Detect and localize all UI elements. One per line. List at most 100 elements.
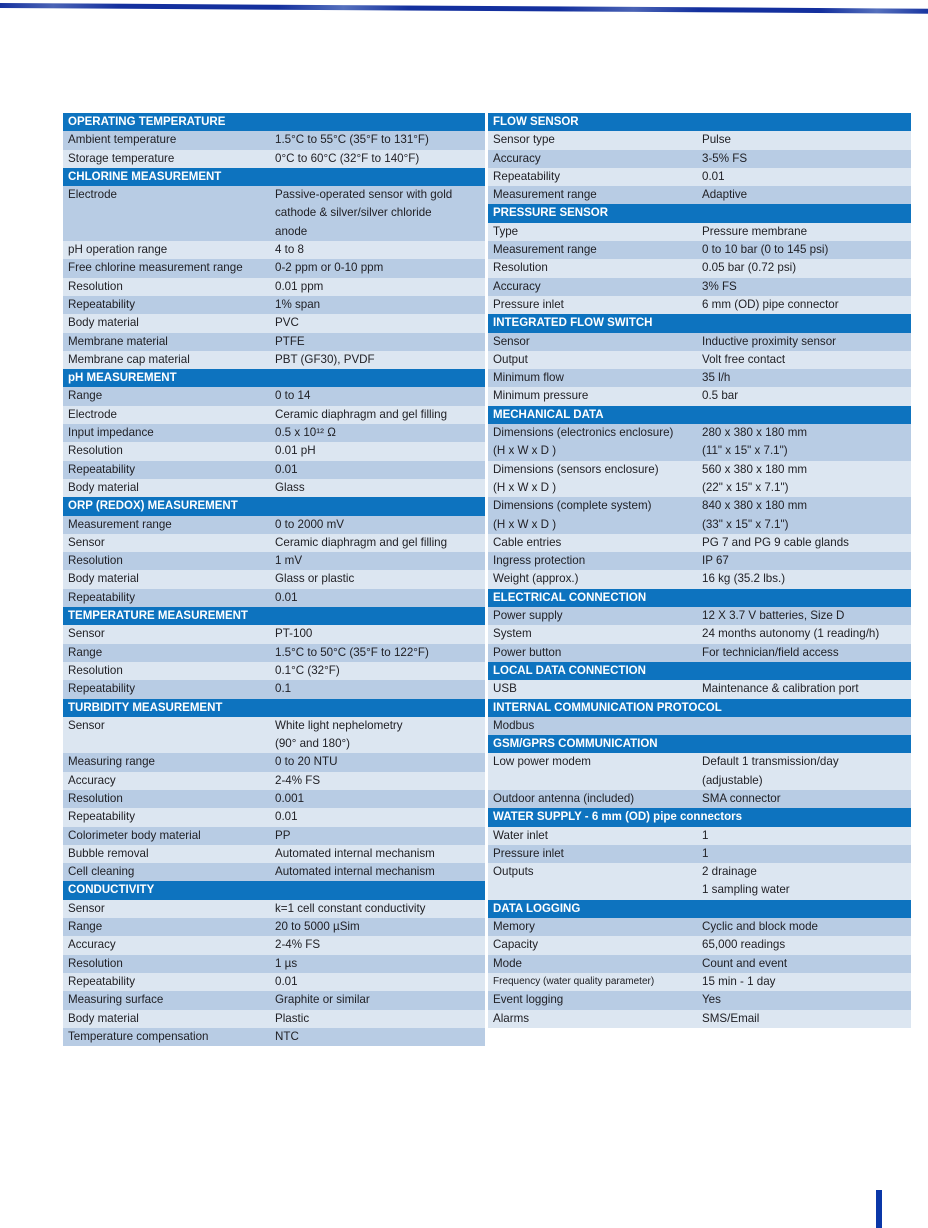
spec-value: 0.1 xyxy=(275,682,292,696)
spec-label: Capacity xyxy=(493,938,539,952)
spec-row: Resolution 1 µs xyxy=(63,954,485,973)
spec-row: Resolution 0.05 bar (0.72 psi) xyxy=(488,259,911,278)
spec-label: Resolution xyxy=(68,444,123,458)
spec-value: 0 to 20 NTU xyxy=(275,755,338,769)
spec-row: Body material Glass or plastic xyxy=(63,570,485,589)
spec-value: 2-4% FS xyxy=(275,938,321,952)
spec-row: Repeatability 1% span xyxy=(63,295,485,315)
spec-label: Repeatability xyxy=(68,974,136,988)
spec-row: Body material Plastic xyxy=(63,1009,485,1028)
spec-value: 24 months autonomy (1 reading/h) xyxy=(702,627,880,641)
spec-label: Pressure inlet xyxy=(493,297,564,311)
spec-label: Temperature compensation xyxy=(68,1029,209,1043)
spec-value: Graphite or similar xyxy=(275,993,370,1007)
spec-value: Plastic xyxy=(275,1011,310,1025)
spec-label: Low power modem xyxy=(493,755,591,769)
section-header: PRESSURE SENSOR xyxy=(488,204,911,223)
spec-label: Memory xyxy=(493,920,535,934)
spec-label: Electrode xyxy=(68,407,117,421)
section-header: ELECTRICAL CONNECTION xyxy=(488,588,911,608)
spec-row: Range 1.5°C to 50°C (35°F to 122°F) xyxy=(63,643,485,662)
spec-label: Sensor xyxy=(68,901,105,915)
spec-value: Inductive proximity sensor xyxy=(702,334,837,348)
spec-row: Repeatability 0.01 xyxy=(63,972,485,992)
spec-row: Body material PVC xyxy=(63,314,485,333)
spec-label: Body material xyxy=(68,316,139,330)
spec-value: 0.01 xyxy=(702,169,725,183)
spec-label: Resolution xyxy=(68,791,123,805)
spec-value xyxy=(700,717,911,735)
spec-value: 2-4% FS xyxy=(275,773,321,787)
spec-row: Repeatability 0.01 xyxy=(63,808,485,827)
spec-row: Measurement range 0 to 10 bar (0 to 145 p… xyxy=(488,241,911,260)
spec-row: Weight (approx.) 16 kg (35.2 lbs.) xyxy=(488,570,911,589)
spec-row: Electrode Ceramic diaphragm and gel filli… xyxy=(63,405,485,425)
spec-row: Minimum pressure 0.5 bar xyxy=(488,387,911,406)
spec-value: 0.5 bar xyxy=(702,389,739,403)
spec-label: Repeatability xyxy=(68,682,136,696)
spec-label: Body material xyxy=(68,1011,139,1025)
spec-value: Passive-operated sensor with gold cathod… xyxy=(275,188,453,238)
spec-label: pH operation range xyxy=(68,243,168,257)
spec-value: 16 kg (35.2 lbs.) xyxy=(702,572,786,586)
spec-label: Input impedance xyxy=(68,426,154,440)
spec-value: PTFE xyxy=(275,334,305,348)
spec-row: Sensor k=1 cell constant conductivity xyxy=(63,899,485,919)
spec-label: Membrane material xyxy=(68,334,168,348)
spec-value: 6 mm (OD) pipe connector xyxy=(702,297,839,311)
spec-row: Membrane cap material PBT (GF30), PVDF xyxy=(63,350,485,370)
spec-value: IP 67 xyxy=(702,554,729,568)
spec-row: Measurement range 0 to 2000 mV xyxy=(63,515,485,534)
spec-value: Count and event xyxy=(702,956,788,970)
spec-label: Electrode xyxy=(68,188,117,202)
spec-row: Input impedance 0.5 x 10¹² Ω xyxy=(63,424,485,443)
spec-label: Power button xyxy=(493,645,562,659)
spec-value: 1 mV xyxy=(275,554,303,568)
spec-row: Modbus xyxy=(488,716,911,736)
spec-value: Adaptive xyxy=(702,188,748,202)
spec-label: Colorimeter body material xyxy=(68,828,201,842)
section-header: pH MEASUREMENT xyxy=(63,369,485,388)
spec-value: Volt free contact xyxy=(702,352,786,366)
spec-value: 12 X 3.7 V batteries, Size D xyxy=(702,609,845,623)
section-header: INTERNAL COMMUNICATION PROTOCOL xyxy=(488,698,911,717)
section-header: MECHANICAL DATA xyxy=(488,405,911,425)
spec-row: System 24 months autonomy (1 reading/h) xyxy=(488,625,911,644)
spec-value: 1% span xyxy=(275,297,321,311)
spec-value: 0 to 10 bar (0 to 145 psi) xyxy=(702,243,829,257)
spec-value: 0.01 xyxy=(275,974,298,988)
spec-value: 15 min - 1 day xyxy=(702,974,776,988)
spec-value: Automated internal mechanism xyxy=(275,865,435,879)
spec-label: Type xyxy=(493,224,519,238)
spec-label: System xyxy=(493,627,532,641)
spec-label: Ambient temperature xyxy=(68,133,177,147)
spec-label: Body material xyxy=(68,572,139,586)
spec-row: Range 0 to 14 xyxy=(63,387,485,406)
spec-label: Accuracy xyxy=(68,938,116,952)
section-header: DATA LOGGING xyxy=(488,899,911,919)
spec-label: Dimensions (sensors enclosure) (H x W x … xyxy=(493,462,659,494)
spec-row: Accuracy 3-5% FS xyxy=(488,149,911,168)
spec-row: Measuring range 0 to 20 NTU xyxy=(63,753,485,772)
spec-label: Bubble removal xyxy=(68,846,149,860)
spec-label: Sensor xyxy=(493,334,530,348)
spec-value: 0 to 14 xyxy=(275,389,311,403)
spec-row: Colorimeter body material PP xyxy=(63,826,485,845)
spec-value: Default 1 transmission/day (adjustable) xyxy=(702,755,839,787)
spec-row: Bubble removal Automated internal mechani… xyxy=(63,844,485,864)
spec-label: Measuring surface xyxy=(68,993,164,1007)
spec-label: Storage temperature xyxy=(68,151,175,165)
spec-label: Range xyxy=(68,389,103,403)
spec-row: Minimum flow 35 l/h xyxy=(488,369,911,388)
spec-row: Cell cleaning Automated internal mechanis… xyxy=(63,863,485,882)
spec-row: Output Volt free contact xyxy=(488,350,911,370)
spec-value: 1.5°C to 55°C (35°F to 131°F) xyxy=(275,133,429,147)
spec-value: NTC xyxy=(275,1029,299,1043)
spec-value: 35 l/h xyxy=(702,371,731,385)
spec-row: Resolution 0.001 xyxy=(63,789,485,809)
spec-row: Capacity 65,000 readings xyxy=(488,936,911,955)
spec-row: Ingress protection IP 67 xyxy=(488,552,911,571)
spec-label: Resolution xyxy=(68,554,123,568)
spec-value: 0 to 2000 mV xyxy=(275,517,344,531)
spec-row: Outputs 2 drainage 1 sampling water xyxy=(488,863,911,900)
